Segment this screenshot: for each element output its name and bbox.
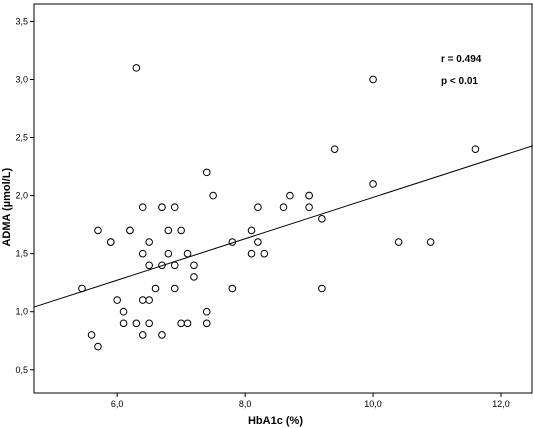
- data-point: [305, 203, 313, 212]
- data-point: [254, 203, 262, 212]
- data-point: [190, 273, 198, 281]
- y-tick-label: 1,5: [15, 249, 28, 259]
- p-value-label: p < 0.01: [441, 76, 478, 87]
- data-point: [318, 215, 326, 223]
- data-point: [164, 249, 173, 258]
- y-tick-label: 3,5: [15, 16, 28, 26]
- data-point: [254, 238, 262, 246]
- data-point: [126, 226, 134, 235]
- data-point: [177, 319, 185, 328]
- data-point: [170, 203, 179, 212]
- data-point: [394, 238, 403, 246]
- data-point: [170, 284, 179, 293]
- data-point: [132, 64, 141, 72]
- y-tick-label: 0,5: [15, 365, 28, 375]
- y-tick-label: 1,0: [15, 307, 28, 317]
- y-tick-label: 2,0: [15, 191, 28, 201]
- data-point: [471, 145, 480, 153]
- data-point: [209, 191, 217, 200]
- data-point: [202, 319, 211, 328]
- data-point: [202, 307, 211, 316]
- data-point: [94, 342, 102, 351]
- data-point: [132, 319, 141, 328]
- data-point: [305, 191, 313, 200]
- data-point: [145, 261, 153, 270]
- data-point: [183, 249, 192, 258]
- data-point: [190, 261, 198, 270]
- data-point: [426, 238, 435, 246]
- correlation-coefficient-label: r = 0.494: [441, 54, 482, 65]
- x-tick-label: 12,0: [492, 399, 510, 409]
- ticks-layer: 6,0 8,0 10,0 12,0 0,5 1,0 1,5 2,0 2,5 3,0 3,5: [15, 16, 509, 409]
- x-tick-label: 6,0: [111, 399, 124, 409]
- y-axis-title: ADMA (µmol/L): [1, 168, 13, 247]
- x-tick-label: 10,0: [364, 399, 382, 409]
- data-point: [260, 249, 269, 258]
- data-point: [177, 226, 185, 235]
- data-point: [138, 296, 147, 304]
- data-point: [119, 307, 128, 316]
- plot-frame: [33, 3, 533, 394]
- x-tick-label: 8,0: [239, 399, 252, 409]
- y-tick-label: 3,0: [15, 74, 28, 84]
- data-point: [94, 226, 102, 235]
- data-point: [119, 319, 128, 328]
- x-axis-title: HbA1c (%): [248, 415, 303, 427]
- data-point: [183, 319, 192, 328]
- data-point: [228, 284, 237, 293]
- data-point: [369, 180, 377, 188]
- data-point: [286, 191, 294, 200]
- data-point: [164, 226, 173, 235]
- data-point: [138, 203, 147, 212]
- data-point: [138, 249, 147, 258]
- data-point: [202, 168, 211, 177]
- data-point: [87, 331, 96, 339]
- data-point: [106, 238, 115, 246]
- data-point: [247, 226, 256, 235]
- data-point: [145, 319, 153, 328]
- data-point: [318, 284, 326, 293]
- data-point: [158, 331, 166, 339]
- data-point: [369, 75, 377, 84]
- data-point: [158, 203, 166, 212]
- data-point: [330, 145, 339, 153]
- data-point: [279, 203, 288, 212]
- data-point: [145, 238, 153, 246]
- points-layer: [78, 64, 480, 351]
- data-point: [170, 261, 179, 270]
- data-point: [145, 296, 153, 304]
- y-tick-label: 2,5: [15, 133, 28, 143]
- data-point: [151, 284, 160, 293]
- regression-line: [33, 145, 533, 308]
- data-point: [247, 249, 256, 258]
- data-point: [113, 296, 121, 304]
- data-point: [138, 331, 147, 339]
